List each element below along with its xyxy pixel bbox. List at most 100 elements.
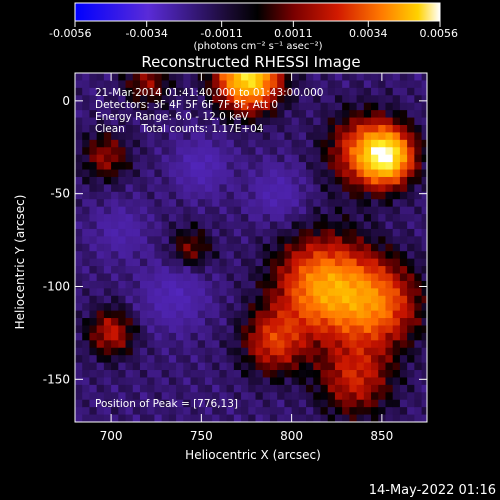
heatmap-cell — [147, 266, 156, 275]
x-axis: 700 750 800 850 — [100, 73, 393, 443]
heatmap-cell — [349, 370, 358, 379]
heatmap-cell — [399, 377, 408, 386]
heatmap-cell — [233, 95, 242, 104]
heatmap-cell — [363, 176, 372, 185]
heatmap-cell — [291, 332, 300, 341]
heatmap-cell — [96, 214, 105, 223]
heatmap-cell — [277, 73, 285, 82]
heatmap-cell — [371, 273, 379, 282]
heatmap-cell — [327, 132, 336, 141]
heatmap-cell — [399, 273, 408, 282]
heatmap-cell — [139, 332, 148, 341]
heatmap-cell — [306, 288, 314, 297]
heatmap-cell — [82, 154, 91, 163]
heatmap-cell — [176, 243, 184, 252]
heatmap-cell — [161, 280, 170, 289]
heatmap-cell — [269, 117, 278, 126]
heatmap-cell — [132, 370, 141, 379]
heatmap-cell — [168, 228, 177, 237]
heatmap-cell — [103, 110, 112, 119]
heatmap-cell — [378, 258, 387, 267]
heatmap-cell — [421, 199, 427, 208]
heatmap-cell — [75, 139, 83, 148]
heatmap-cell — [96, 117, 105, 126]
heatmap-cell — [363, 399, 372, 408]
heatmap-cell — [334, 221, 343, 230]
heatmap-cell — [334, 273, 343, 282]
annotation-method-counts: Clean Total counts: 1.17E+04 — [95, 123, 264, 135]
heatmap-cell — [212, 228, 221, 237]
heatmap-cell — [168, 95, 177, 104]
heatmap-cell — [176, 288, 184, 297]
heatmap-cell — [298, 95, 307, 104]
heatmap-cell — [190, 384, 199, 393]
heatmap-cell — [255, 325, 264, 334]
heatmap-cell — [248, 221, 257, 230]
heatmap-cell — [255, 95, 264, 104]
heatmap-cell — [241, 110, 249, 119]
heatmap-cell — [392, 176, 401, 185]
heatmap-cell — [378, 310, 387, 319]
heatmap-cell — [291, 347, 300, 356]
heatmap-cell — [371, 251, 379, 260]
heatmap-cell — [125, 399, 134, 408]
heatmap-cell — [147, 102, 156, 111]
heatmap-cell — [197, 266, 206, 275]
heatmap-cell — [407, 169, 415, 178]
heatmap-cell — [306, 295, 314, 304]
heatmap-cell — [371, 399, 379, 408]
heatmap-cell — [269, 332, 278, 341]
heatmap-cell — [75, 347, 83, 356]
heatmap-cell — [204, 162, 213, 171]
heatmap-cell — [75, 332, 83, 341]
heatmap-cell — [96, 407, 105, 416]
heatmap-cell — [190, 117, 199, 126]
heatmap-cell — [103, 214, 112, 223]
heatmap-cell — [96, 370, 105, 379]
heatmap-cell — [363, 280, 372, 289]
heatmap-cell — [168, 399, 177, 408]
heatmap-cell — [392, 236, 401, 245]
heatmap-cell — [356, 377, 365, 386]
heatmap-cell — [132, 206, 141, 215]
heatmap-cell — [334, 176, 343, 185]
heatmap-cell — [111, 154, 119, 163]
heatmap-cell — [161, 295, 170, 304]
heatmap-cell — [255, 243, 264, 252]
heatmap-cell — [392, 407, 401, 416]
heatmap-cell — [154, 139, 163, 148]
heatmap-cell — [320, 199, 329, 208]
heatmap-cell — [334, 124, 343, 134]
heatmap-cell — [161, 347, 170, 356]
heatmap-cell — [132, 80, 141, 89]
heatmap-cell — [176, 251, 184, 260]
heatmap-cell — [96, 295, 105, 304]
heatmap-cell — [233, 407, 242, 416]
heatmap-cell — [371, 414, 379, 422]
heatmap-cell — [277, 102, 285, 111]
heatmap-cell — [327, 139, 336, 148]
heatmap-cell — [226, 243, 235, 252]
heatmap-cell — [233, 184, 242, 193]
heatmap-cell — [212, 206, 221, 215]
heatmap-cell — [176, 95, 184, 104]
heatmap-cell — [334, 384, 343, 393]
heatmap-cell — [96, 176, 105, 185]
heatmap-cell — [248, 132, 257, 141]
heatmap-cell — [320, 355, 329, 364]
heatmap-cell — [421, 221, 427, 230]
heatmap-cell — [103, 414, 112, 422]
heatmap-cell — [241, 399, 249, 408]
heatmap-cell — [284, 407, 293, 416]
heatmap-cell — [103, 162, 112, 171]
heatmap-cell — [414, 221, 423, 230]
heatmap-cell — [103, 310, 112, 319]
heatmap-cell — [96, 124, 105, 134]
heatmap-cell — [399, 132, 408, 141]
heatmap-cell — [334, 392, 343, 401]
heatmap-cell — [96, 87, 105, 96]
heatmap-cell — [313, 236, 322, 245]
heatmap-cell — [392, 325, 401, 334]
heatmap-cell — [103, 377, 112, 386]
heatmap-cell — [118, 355, 127, 364]
